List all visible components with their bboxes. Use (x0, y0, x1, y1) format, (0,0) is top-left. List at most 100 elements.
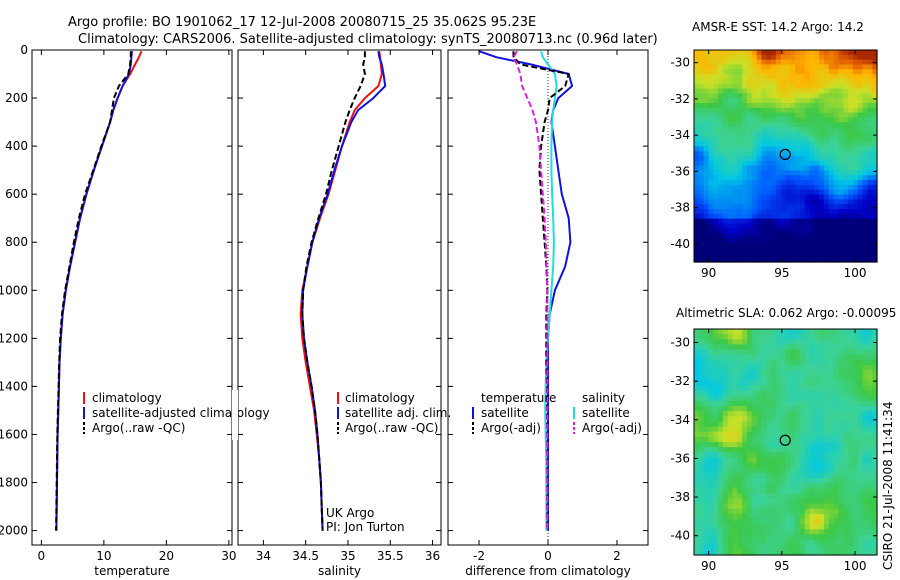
map-cell (843, 503, 849, 510)
map-cell (751, 447, 758, 453)
map-cell (780, 131, 787, 138)
map-cell (848, 477, 854, 484)
map-cell (867, 431, 873, 438)
map-cell (751, 74, 758, 80)
map-cell (742, 329, 748, 335)
map-cell (713, 223, 719, 229)
map-cell (761, 218, 767, 225)
map-cell (718, 334, 724, 340)
map-cell (848, 467, 854, 474)
map-cell (857, 175, 864, 181)
map-cell (703, 88, 710, 94)
map-cell (790, 498, 796, 505)
map-cell (732, 529, 738, 536)
map-cell (862, 339, 868, 346)
map-cell (824, 544, 830, 551)
map-cell (775, 151, 782, 157)
map-cell (857, 364, 864, 371)
map-cell (694, 395, 700, 402)
map-cell (746, 416, 753, 423)
map-cell (761, 83, 767, 90)
map-cell (819, 88, 825, 94)
map-cell (833, 151, 840, 157)
map-cell (746, 329, 753, 335)
map-cell (766, 98, 772, 104)
map-cell (838, 385, 844, 392)
legend-label-temp-argo: Argo(-adj) (481, 421, 541, 435)
map-cell (742, 156, 748, 162)
map-cell (809, 64, 815, 70)
map-cell (780, 83, 787, 90)
map-cell (761, 529, 767, 536)
map-cell (819, 252, 825, 258)
map-cell (703, 209, 710, 215)
map-cell (713, 421, 719, 428)
map-cell (824, 194, 830, 200)
map-cell (713, 83, 719, 90)
map-cell (814, 426, 820, 433)
map-cell (775, 370, 782, 376)
map-cell (857, 477, 864, 484)
map-cell (722, 194, 729, 200)
map-cell (852, 103, 859, 109)
map-cell (809, 508, 815, 515)
map-cell (703, 411, 710, 417)
map-cell (819, 539, 825, 546)
map-cell (698, 462, 705, 469)
map-cell (766, 477, 772, 484)
map-cell (790, 421, 796, 428)
map-cell (775, 513, 782, 520)
map-cell (708, 364, 714, 371)
map-cell (872, 457, 878, 464)
map-cell (843, 524, 849, 530)
map-cell (756, 488, 763, 494)
map-cell (852, 88, 859, 94)
y-tick-label: 600 (5, 187, 28, 201)
map-cell (771, 122, 777, 128)
map-cell (698, 160, 705, 167)
map-cell (862, 534, 868, 541)
map-cell (761, 457, 767, 464)
map-cell (814, 83, 820, 90)
map-cell (852, 252, 859, 258)
map-cell (872, 513, 878, 520)
map-cell (819, 136, 825, 143)
map-cell (694, 184, 700, 191)
map-cell (780, 64, 787, 70)
map-cell (771, 442, 777, 448)
map-cell (848, 59, 854, 66)
map-cell (790, 447, 796, 453)
map-cell (862, 257, 868, 263)
map-cell (713, 88, 719, 94)
map-cell (804, 98, 811, 104)
map-cell (872, 252, 878, 258)
map-cell (737, 213, 743, 220)
map-cell (852, 209, 859, 215)
map-cell (766, 175, 772, 181)
map-cell (703, 503, 710, 510)
map-cell (722, 457, 729, 464)
map-cell (819, 524, 825, 530)
map-cell (708, 416, 714, 423)
map-cell (698, 452, 705, 459)
map-cell (756, 146, 763, 152)
map-cell (809, 462, 815, 469)
map-cell (722, 421, 729, 428)
map-cell (824, 228, 830, 234)
map-cell (780, 252, 787, 258)
map-cell (857, 395, 864, 402)
map-cell (766, 242, 772, 249)
map-cell (694, 380, 700, 387)
x-tick-label: 0 (38, 549, 46, 563)
map-cell (771, 204, 777, 210)
map-cell (852, 64, 859, 70)
map-cell (867, 151, 873, 157)
map-cell (761, 74, 767, 80)
map-cell (775, 88, 782, 94)
map-cell (819, 242, 825, 249)
map-cell (737, 344, 743, 351)
map-cell (718, 242, 724, 249)
map-cell (833, 112, 840, 119)
map-cell (833, 452, 840, 459)
map-cell (848, 117, 854, 123)
